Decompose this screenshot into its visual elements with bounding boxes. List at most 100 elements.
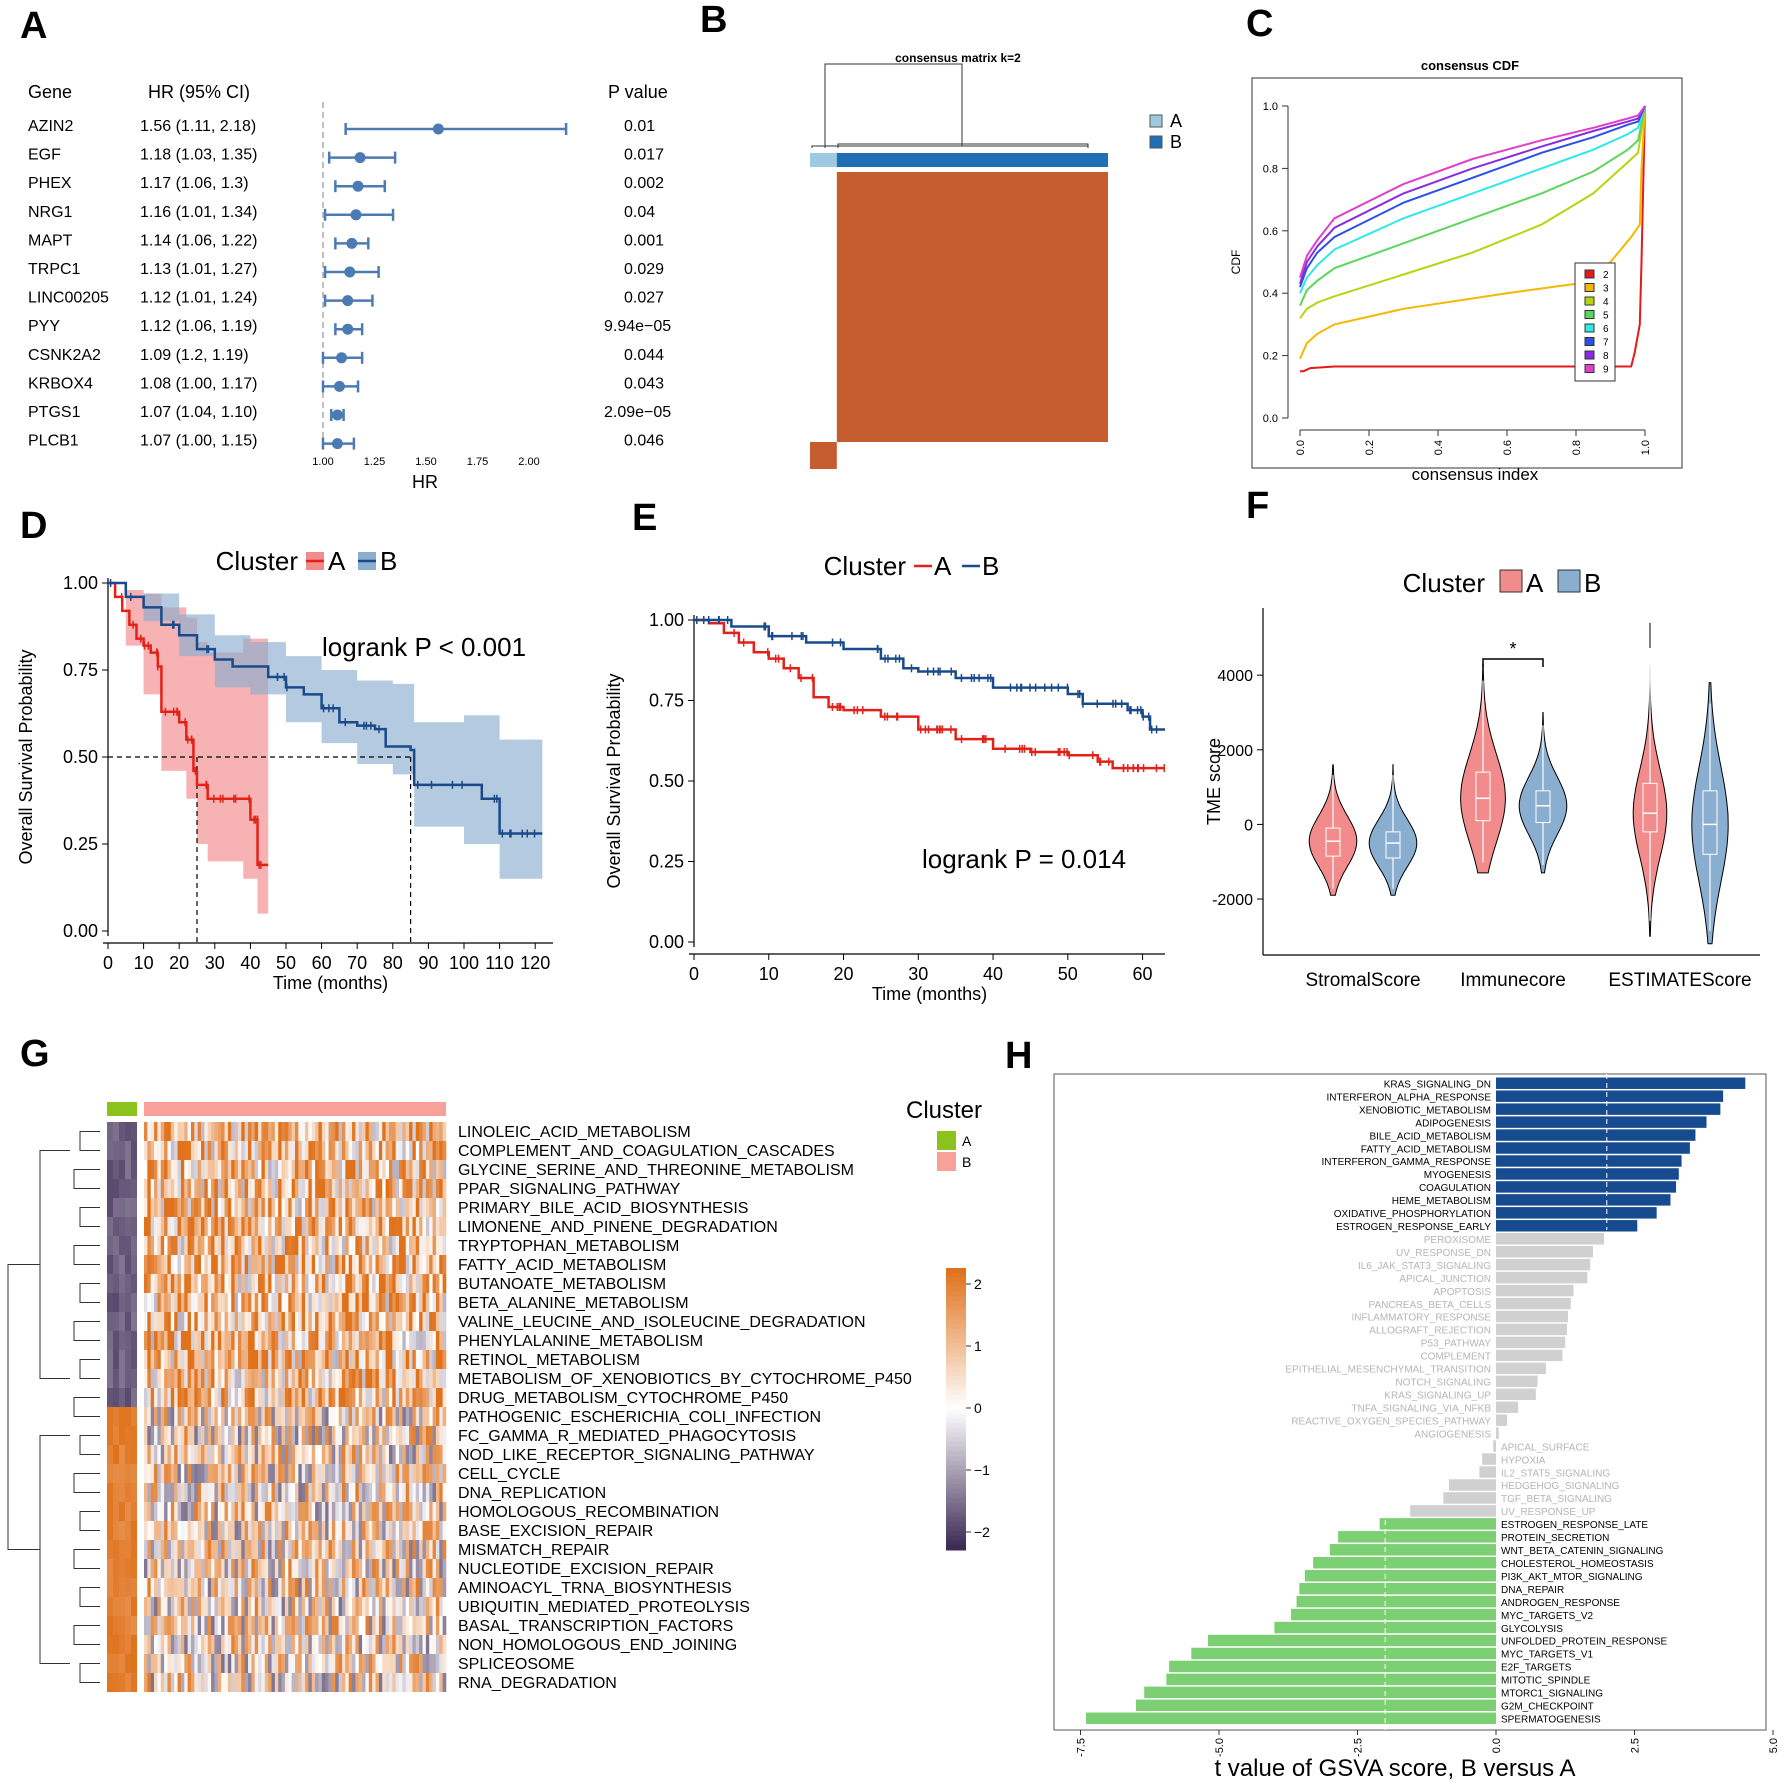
heatmap-cell [107,1236,113,1255]
heatmap-cell [258,1160,262,1179]
heatmap-cell [422,1559,427,1578]
heatmap-cell [224,1483,229,1502]
heatmap-cell [274,1369,279,1388]
heatmap-cell [378,1407,383,1426]
heatmap-cell [271,1407,276,1426]
heatmap-cell [385,1293,390,1312]
heatmap-cell [254,1540,259,1559]
heatmap-cell [167,1274,172,1293]
heatmap-cell [177,1179,182,1198]
heatmap-cell [395,1312,400,1331]
heatmap-cell [442,1673,447,1692]
heatmap-cell [345,1426,349,1445]
heatmap-cell [147,1217,152,1236]
heatmap-cell [237,1578,242,1597]
heatmap-cell [214,1445,219,1464]
heatmap-cell [268,1635,272,1654]
heatmap-cell [412,1369,417,1388]
heatmap-cell [107,1483,113,1502]
heatmap-cell [170,1673,175,1692]
heatmap-cell [395,1521,400,1540]
heatmap-cell [207,1540,212,1559]
heatmap-cell [335,1635,339,1654]
heatmap-cell [338,1198,343,1217]
heatmap-cell [261,1198,266,1217]
heatmap-cell [180,1369,185,1388]
heatmap-cell [298,1597,303,1616]
heatmap-cell [187,1616,192,1635]
heatmap-cell [201,1521,205,1540]
heatmap-cell [378,1483,383,1502]
heatmap-cell [147,1445,152,1464]
heatmap-cell [375,1141,380,1160]
heatmap-cell [305,1312,309,1331]
heatmap-cell [402,1521,407,1540]
heatmap-cell [288,1236,292,1255]
heatmap-cell [378,1521,383,1540]
heatmap-cell [271,1274,276,1293]
heatmap-cell [194,1578,198,1597]
heatmap-cell [150,1635,155,1654]
cdf-line-k7 [1299,105,1646,288]
gsva-pathway-label: HOMOLOGOUS_RECOMBINATION [458,1504,719,1521]
heatmap-cell [150,1312,155,1331]
heatmap-cell [201,1407,205,1426]
heatmap-cell [429,1635,433,1654]
heatmap-cell [180,1483,185,1502]
heatmap-cell [365,1350,370,1369]
heatmap-cell [147,1559,152,1578]
heatmap-cell [331,1122,336,1141]
heatmap-cell [305,1502,309,1521]
heatmap-cell [197,1635,202,1654]
heatmap-cell [409,1122,413,1141]
heatmap-cell [301,1369,306,1388]
heatmap-cell [352,1673,356,1692]
heatmap-cell [119,1274,125,1293]
heatmap-cell [341,1388,346,1407]
heatmap-cell [288,1312,292,1331]
heatmap-cell [429,1407,433,1426]
heatmap-cell [227,1255,232,1274]
heatmap-cell [331,1160,336,1179]
heatmap-cell [378,1293,383,1312]
heatmap-cell [167,1255,172,1274]
heatmap-cell [204,1616,209,1635]
heatmap-cell [402,1540,407,1559]
heatmap-cell [150,1293,155,1312]
heatmap-cell [177,1331,182,1350]
heatmap-cell [368,1255,373,1274]
heatmap-cell [150,1236,155,1255]
heatmap-cell [321,1407,326,1426]
heatmap-cell [261,1559,266,1578]
heatmap-cell [211,1464,215,1483]
heatmap-cell [271,1293,276,1312]
heatmap-cell [362,1141,366,1160]
heatmap-cell [318,1236,323,1255]
heatmap-cell [412,1426,417,1445]
heatmap-cell [184,1407,188,1426]
forest-hr-text: 1.18 (1.03, 1.35) [140,147,257,164]
heatmap-cell [160,1122,165,1141]
heatmap-cell [335,1654,339,1673]
violin-legend-swatch-b [1557,569,1581,593]
heatmap-cell [291,1236,296,1255]
heatmap-cell [388,1578,393,1597]
heatmap-cell [157,1540,162,1559]
heatmap-cell [392,1274,396,1293]
heatmap-cell [382,1502,386,1521]
heatmap-cell [157,1426,162,1445]
heatmap-cell [251,1654,256,1673]
cdf-legend-label: 2 [1603,270,1609,281]
heatmap-cell [412,1673,417,1692]
heatmap-cell [187,1540,192,1559]
heatmap-cell [187,1464,192,1483]
heatmap-cell [187,1141,192,1160]
heatmap-cell [227,1635,232,1654]
forest-gene-label: AZIN2 [28,118,73,135]
heatmap-cell [231,1635,235,1654]
heatmap-cell [278,1445,282,1464]
panel-label-e: E [632,497,657,539]
hallmark-bar [1496,1245,1593,1258]
hallmark-label: PEROXISOME [1424,1235,1492,1246]
heatmap-cell [261,1483,266,1502]
